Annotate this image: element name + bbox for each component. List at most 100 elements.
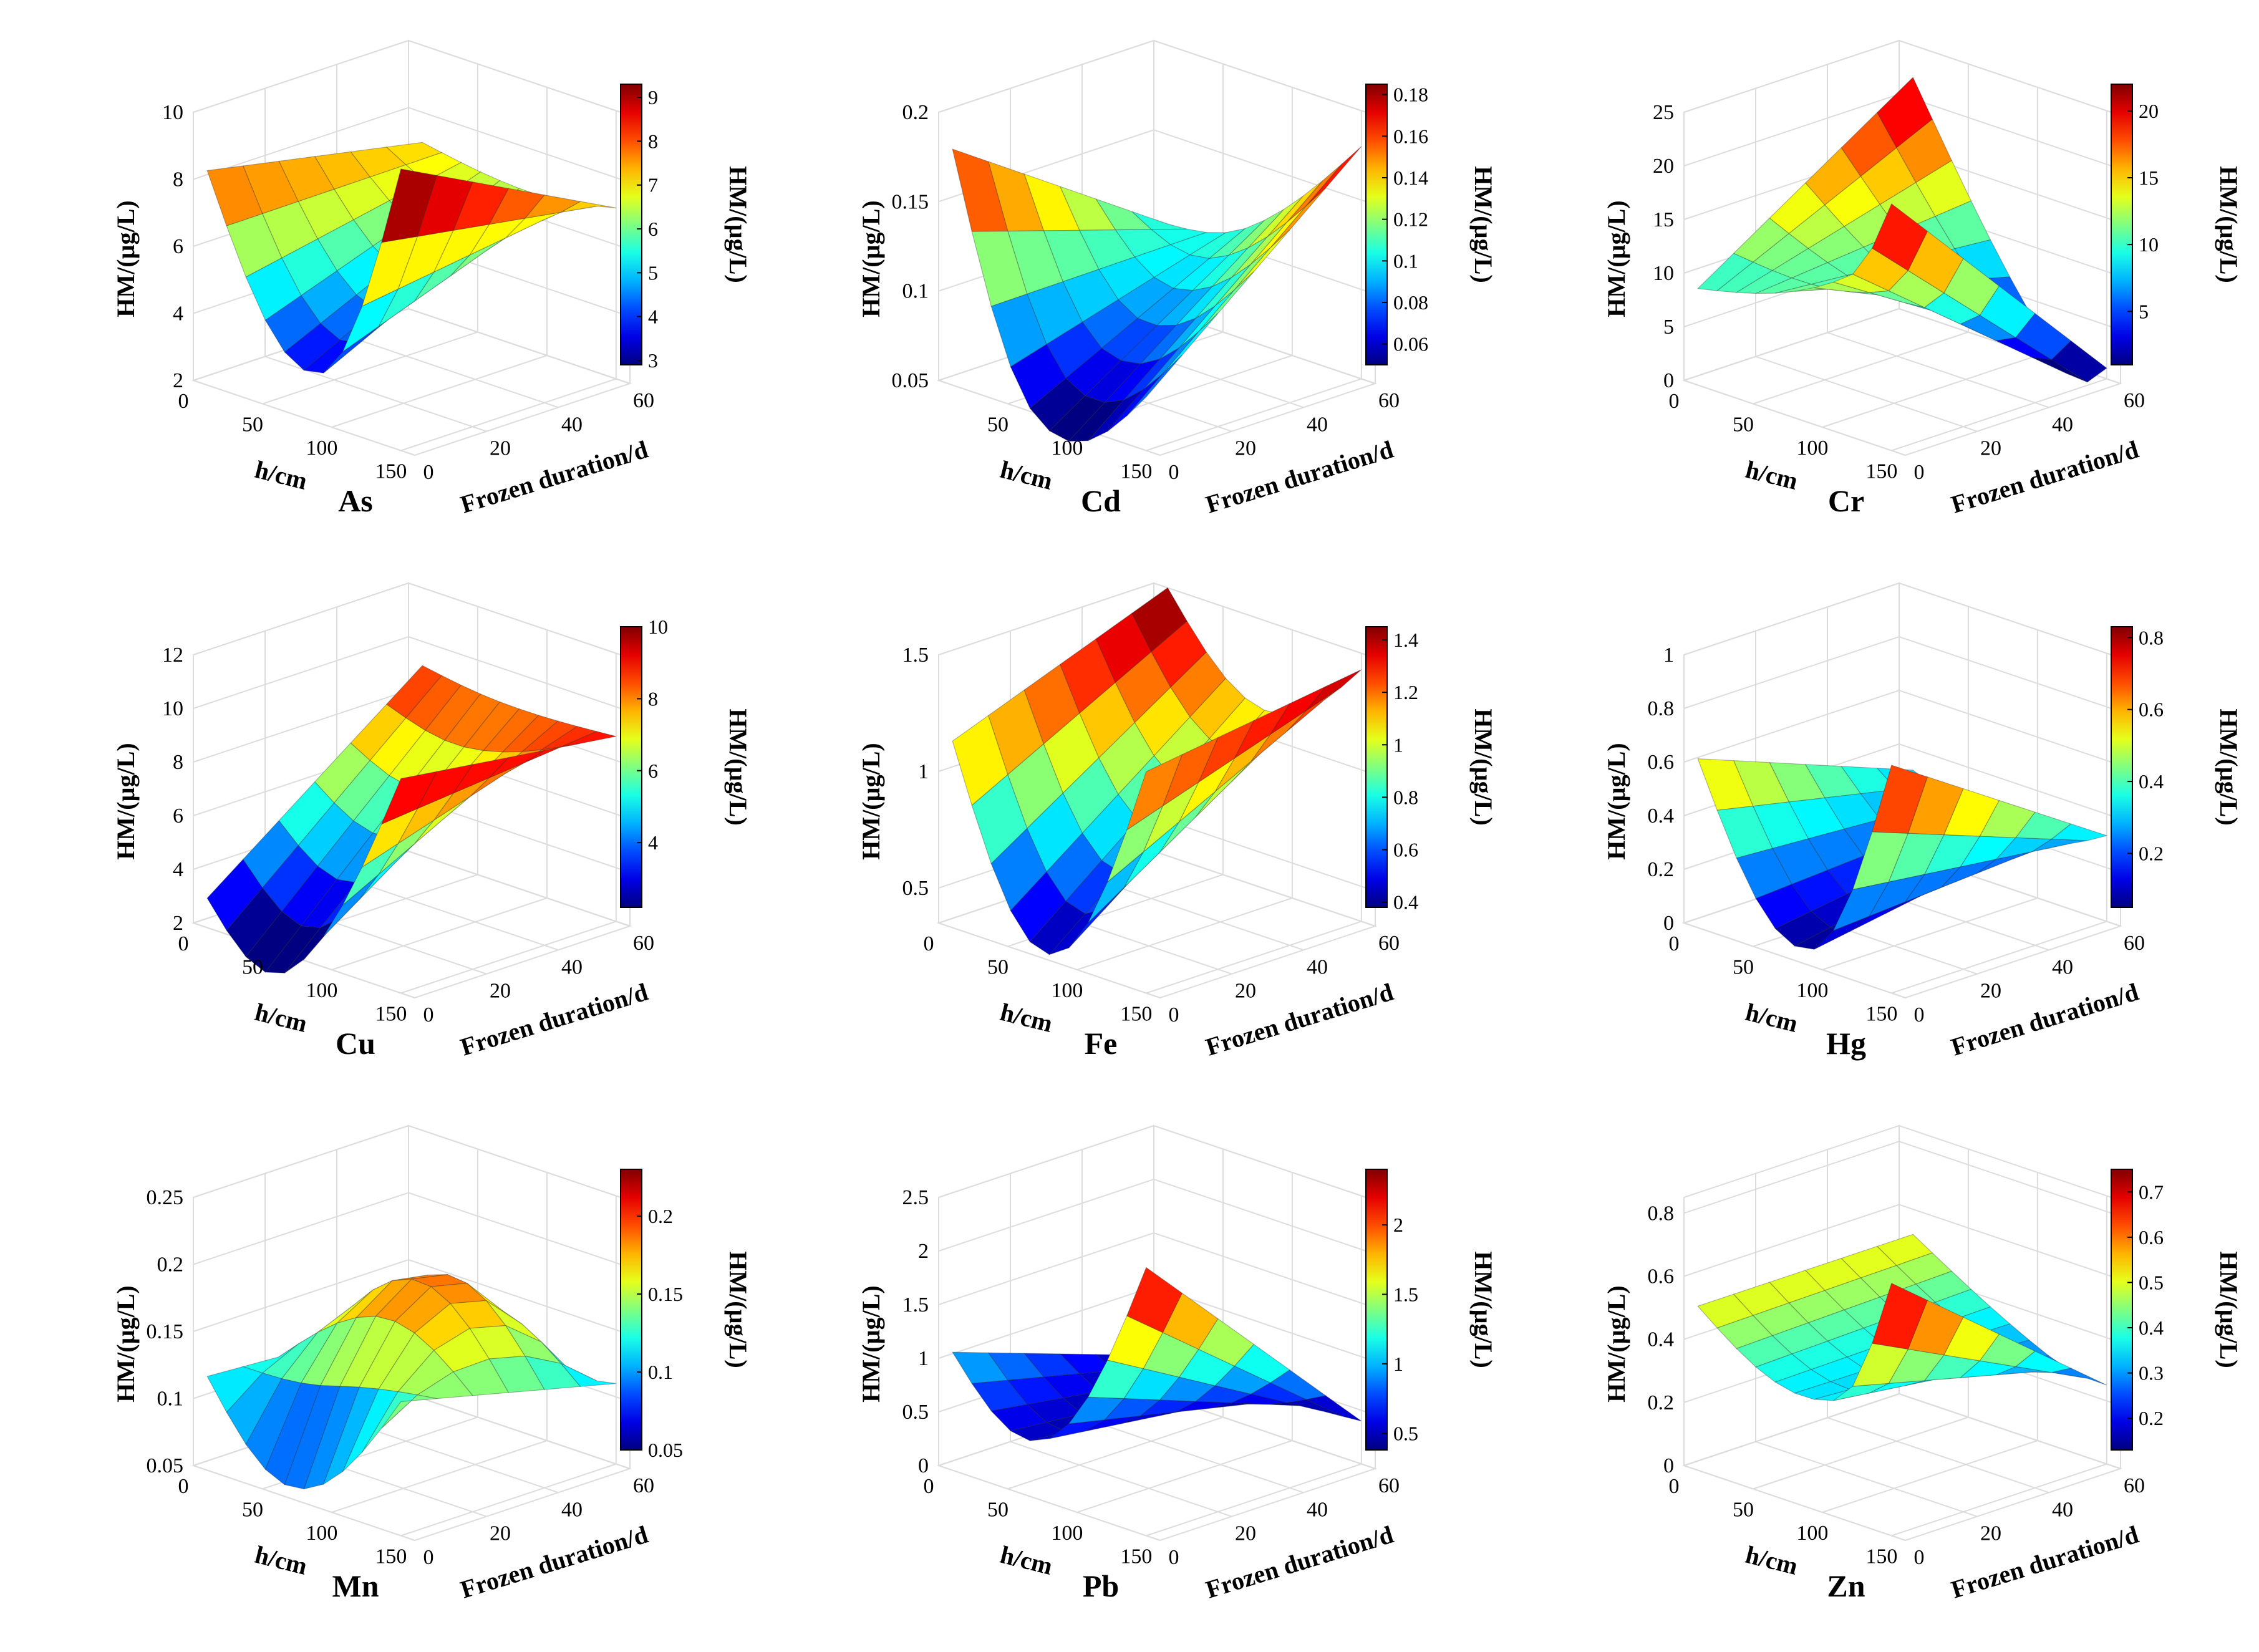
colorbar: [620, 84, 642, 365]
surface-patch: [1872, 1282, 1928, 1350]
y-tick-label: 0: [423, 1003, 434, 1026]
z-gridline: [193, 1258, 631, 1335]
colorbar-tick-label: 0.15: [648, 1283, 683, 1305]
surface-patch: [452, 756, 510, 795]
z-gridline: [193, 635, 631, 712]
y-tick-label: 0: [1914, 1003, 1925, 1026]
z-tick-label: 0: [1663, 912, 1674, 935]
y-tick-label: 0: [1169, 1003, 1179, 1026]
z-tick-label: 1.5: [902, 1293, 929, 1316]
surface: [1696, 77, 2107, 383]
panel-title: As: [338, 483, 373, 518]
surface: [952, 1267, 1362, 1441]
y-tick-label: 20: [490, 1522, 511, 1545]
y-tick-label: 20: [1980, 1522, 2001, 1545]
y-tick-label: 40: [2052, 955, 2073, 978]
colorbar: [620, 626, 642, 908]
x-tick-label: 50: [987, 956, 1009, 979]
z-tick-label: 0.5: [902, 1401, 929, 1424]
colorbar-tick-label: 5: [2139, 300, 2149, 322]
y-tick-label: 60: [1378, 932, 1400, 955]
y-tick-label: 40: [561, 1498, 583, 1521]
y-tick-label: 0: [1914, 1546, 1925, 1569]
x-tick-label: 50: [242, 413, 263, 437]
y-axis-label: Frozen duration/d: [1202, 1520, 1396, 1604]
colorbar-tick-label: 9: [648, 86, 658, 109]
x-tick-label: 50: [242, 1499, 263, 1522]
z-gridline: [1683, 689, 2121, 766]
x-tick-label: 0: [1669, 390, 1680, 413]
z-tick-label: 20: [1653, 155, 1674, 178]
colorbar: [2111, 626, 2133, 908]
colorbar-tick-label: 1.4: [1393, 629, 1418, 651]
x-tick-label: 50: [1733, 413, 1754, 437]
surface-patch: [2050, 823, 2108, 841]
y-axis-label: Frozen duration/d: [1948, 978, 2142, 1061]
z-tick-label: 0.2: [1648, 858, 1675, 881]
x-tick-label: 100: [306, 1522, 337, 1545]
x-tick-label: 0: [924, 932, 934, 955]
z-tick-label: 6: [173, 804, 183, 828]
surface: [206, 142, 616, 374]
y-tick-label: 40: [1307, 413, 1328, 436]
panel-title: Cu: [336, 1026, 375, 1061]
z-gridline: [193, 307, 631, 384]
x-tick-label: 100: [306, 979, 337, 1002]
surface-patch: [417, 175, 473, 237]
panel-title: Mn: [332, 1568, 379, 1603]
chart-panel-cd: 0.05 0.1 0.15 0.2 50 100 150 0 20 40 60 HM/(µg/L) h/…: [857, 39, 1497, 519]
z-tick-label: 0: [1663, 369, 1674, 392]
z-tick-label: 10: [162, 697, 183, 720]
z-gridline: [1683, 1204, 2121, 1280]
surface-patch: [1907, 776, 1964, 836]
y-tick-label: 20: [1235, 437, 1256, 460]
x-tick-label: 0: [178, 390, 189, 413]
surface-patch: [1269, 1369, 1327, 1400]
x-tick-label: 150: [375, 1003, 407, 1026]
z-gridline: [1683, 635, 2121, 712]
surface-patch: [1943, 1316, 2000, 1361]
colorbar-tick-label: 6: [648, 760, 658, 782]
y-tick-label: 20: [1235, 980, 1256, 1003]
surface-patch: [1234, 1343, 1290, 1383]
surface-patch: [1126, 753, 1183, 831]
colorbar-label: HM/(µg/L): [2215, 708, 2243, 825]
x-axis-label: h/cm: [1743, 1540, 1801, 1580]
chart-panel-pb: 0 0.5 1 1.5 2 2.5 0 50 100 150 0 20 40 60 HM/(µg/L) h/c…: [857, 1124, 1497, 1604]
y-tick-label: 20: [490, 437, 511, 460]
surface-patch: [488, 750, 545, 778]
colorbar-tick-label: 4: [648, 831, 658, 854]
z-axis-label: HM/(µg/L): [1602, 743, 1630, 859]
x-tick-label: 100: [1051, 437, 1083, 460]
surface-patch: [1267, 180, 1323, 238]
z-gridline: [938, 1178, 1376, 1255]
z-axis-label: HM/(µg/L): [857, 1285, 885, 1402]
surface-patch: [524, 194, 582, 219]
z-gridline: [193, 582, 631, 659]
chart-panel-cr: 0 5 10 15 20 25 0 50 100 150 0 20 40 60 HM/(µg/L) h/cm F…: [1602, 39, 2243, 519]
y-tick-label: 60: [633, 389, 654, 412]
surface-patch: [1979, 799, 2036, 838]
z-tick-label: 0: [1663, 1454, 1674, 1477]
surface: [206, 665, 616, 973]
surface-patch: [452, 181, 510, 231]
x-tick-label: 150: [1120, 1545, 1152, 1568]
panel-title: Zn: [1827, 1568, 1865, 1603]
axes-grid: [1681, 1124, 2123, 1542]
y-gridline: [938, 655, 1161, 998]
z-tick-label: 2: [173, 369, 183, 392]
colorbar-tick-label: 0.5: [1393, 1422, 1418, 1444]
surface: [952, 587, 1362, 956]
colorbar-tick-label: 0.14: [1393, 167, 1428, 189]
y-tick-label: 40: [561, 955, 583, 978]
z-gridline: [193, 107, 631, 183]
y-axis-label: Frozen duration/d: [1202, 978, 1396, 1061]
x-tick-label: 100: [1796, 437, 1828, 460]
panel-title: Pb: [1083, 1568, 1119, 1603]
panel-title: Hg: [1826, 1026, 1866, 1061]
colorbar-tick-label: 8: [648, 130, 658, 152]
surface-patch: [488, 1355, 545, 1393]
surface-patch: [1872, 765, 1928, 834]
colorbar-tick-label: 8: [648, 687, 658, 710]
z-tick-label: 2: [173, 912, 183, 935]
